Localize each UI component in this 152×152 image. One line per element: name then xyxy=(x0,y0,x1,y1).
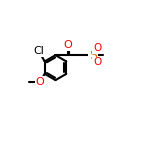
Text: O: O xyxy=(36,77,44,87)
Text: S: S xyxy=(89,49,97,62)
Text: O: O xyxy=(93,57,101,67)
Text: O: O xyxy=(64,40,72,50)
Text: O: O xyxy=(93,43,101,53)
Text: Cl: Cl xyxy=(33,46,44,56)
